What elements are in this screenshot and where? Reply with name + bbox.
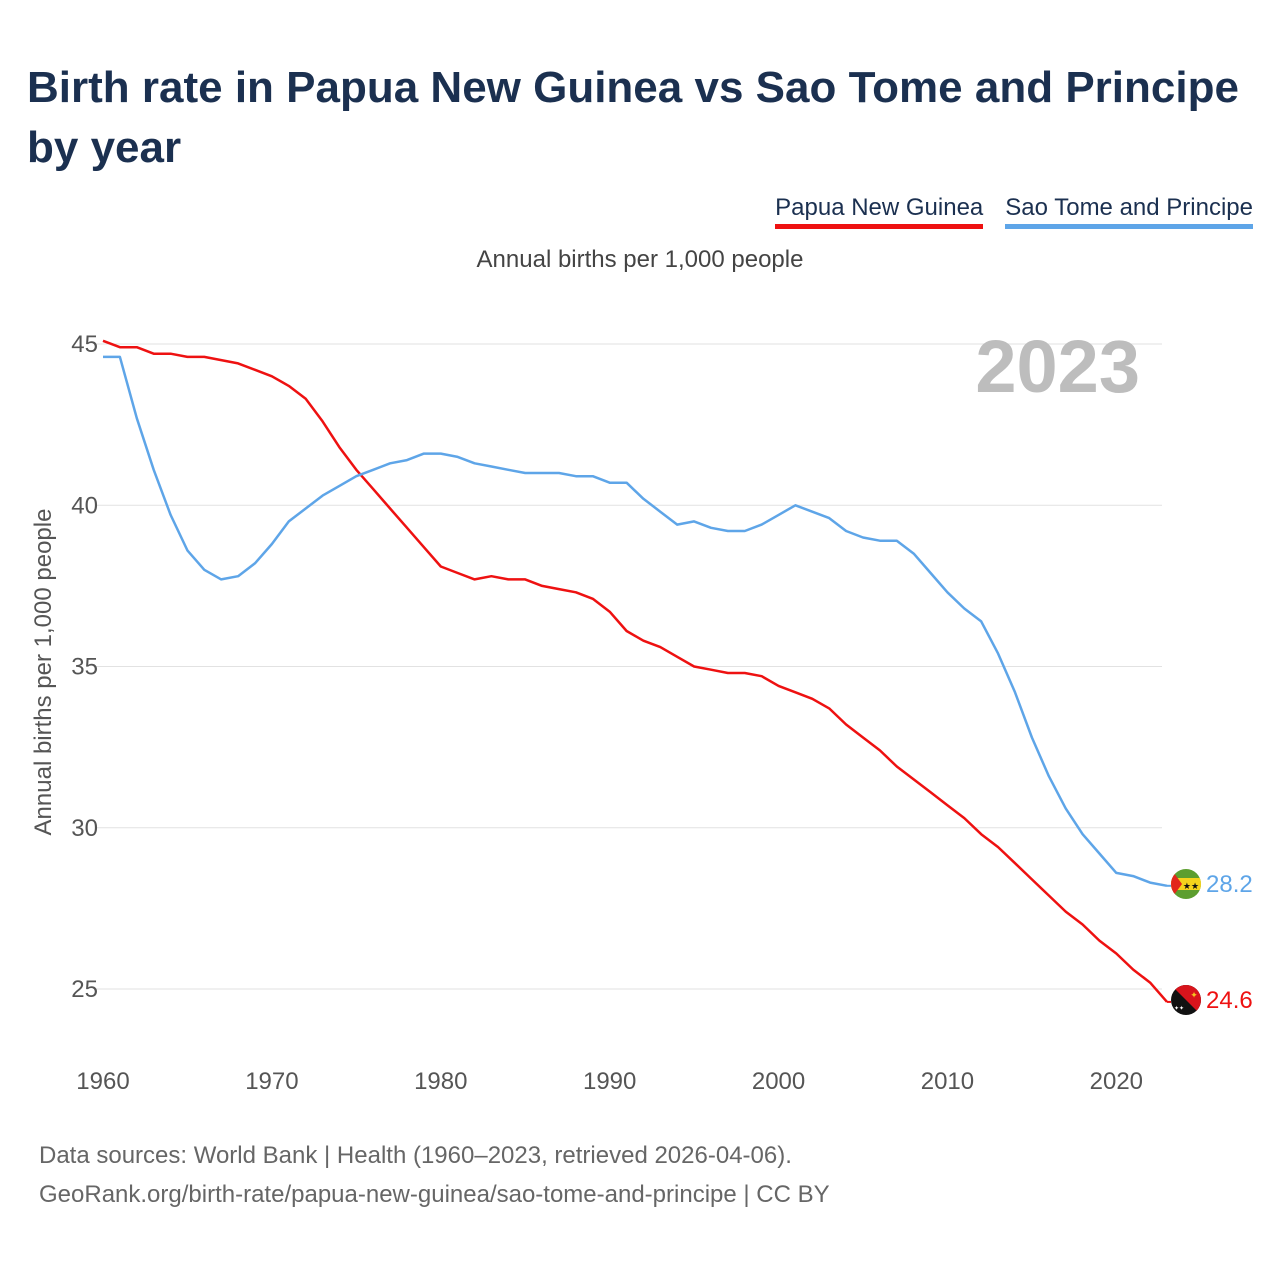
x-tick-label: 2000	[752, 1068, 805, 1095]
source-line-2[interactable]: GeoRank.org/birth-rate/papua-new-guinea/…	[39, 1181, 830, 1208]
y-tick-label: 25	[71, 976, 98, 1003]
y-tick-label: 40	[71, 492, 98, 519]
chart-subtitle: Annual births per 1,000 people	[476, 246, 804, 273]
legend: Papua New Guinea Sao Tome and Principe	[775, 194, 1253, 229]
x-tick-label: 2010	[921, 1068, 974, 1095]
end-label-sao-tome-and-principe: 28.2	[1206, 871, 1253, 898]
svg-text:✦✦: ✦✦	[1174, 1005, 1184, 1012]
y-tick-label: 35	[71, 654, 98, 681]
series-line-sao-tome-and-principe[interactable]	[103, 355, 1168, 888]
legend-item-papua-new-guinea[interactable]: Papua New Guinea	[775, 194, 984, 229]
x-tick-label: 1970	[245, 1068, 298, 1095]
chart-title: Birth rate in Papua New Guinea vs Sao To…	[27, 63, 1239, 172]
y-tick-label: 45	[71, 331, 98, 358]
legend-item-sao-tome-and-principe[interactable]: Sao Tome and Principe	[1005, 194, 1253, 229]
series-line-papua-new-guinea[interactable]	[102, 339, 1168, 1003]
sao-tome-and-principe-flag: ★★	[1171, 869, 1201, 899]
x-tick-label: 2020	[1090, 1068, 1143, 1095]
source-line-1: Data sources: World Bank | Health (1960–…	[39, 1142, 792, 1169]
series-lines	[102, 339, 1171, 1003]
x-tick-label: 1980	[414, 1068, 467, 1095]
x-tick-label: 1960	[76, 1068, 129, 1095]
x-tick-label: 1990	[583, 1068, 636, 1095]
end-label-papua-new-guinea: 24.6	[1206, 987, 1253, 1014]
data-source: Data sources: World Bank | Health (1960–…	[39, 1136, 830, 1214]
y-tick-label: 30	[71, 815, 98, 842]
grid-lines	[95, 343, 1162, 990]
svg-text:★★: ★★	[1183, 881, 1199, 891]
y-axis-ticks: 25 30 35 40 45	[71, 331, 98, 1003]
papua-new-guinea-flag: ✦ ✦✦	[1171, 985, 1201, 1015]
y-axis-label: Annual births per 1,000 people	[30, 509, 57, 836]
svg-text:✦: ✦	[1190, 990, 1198, 1000]
year-watermark: 2023	[975, 325, 1140, 408]
x-axis-ticks: 1960 1970 1980 1990 2000 2010 2020	[76, 1068, 1143, 1095]
